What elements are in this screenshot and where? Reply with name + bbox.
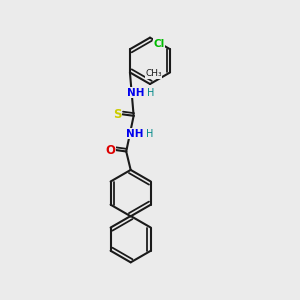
Text: CH₃: CH₃ (146, 69, 162, 78)
Text: Cl: Cl (153, 39, 164, 49)
Text: H: H (146, 129, 153, 139)
Text: O: O (106, 143, 116, 157)
Text: H: H (147, 88, 155, 98)
Text: NH: NH (128, 88, 145, 98)
Text: S: S (113, 108, 122, 121)
Text: NH: NH (126, 129, 143, 139)
